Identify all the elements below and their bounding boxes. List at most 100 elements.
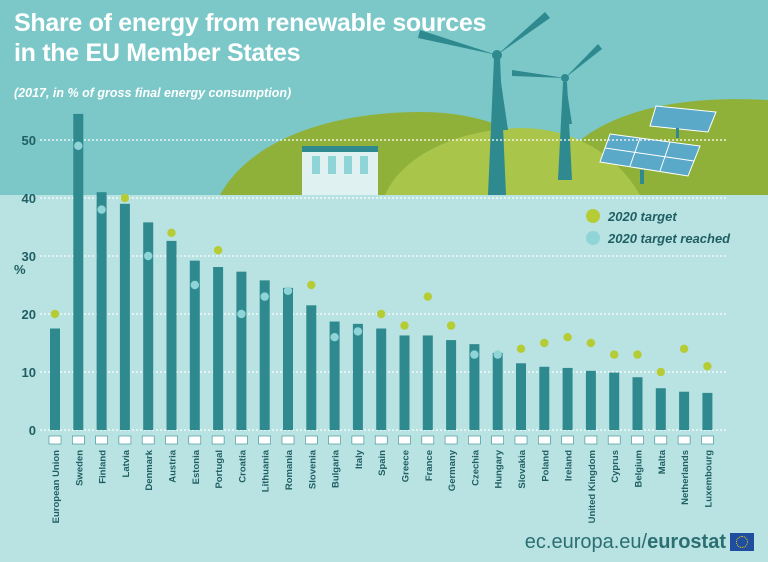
category-label: Denmark — [144, 449, 155, 490]
bar — [352, 323, 363, 430]
category-label: Lithuania — [261, 449, 272, 492]
target-reached-dot — [237, 309, 246, 319]
target-dot — [400, 321, 409, 330]
bar — [96, 192, 107, 430]
target-reached-dot — [470, 350, 479, 359]
flag-icon — [351, 435, 365, 445]
solar-panels-illustration — [599, 105, 717, 184]
target-reached-dot — [283, 286, 293, 295]
hydro-dam-illustration — [302, 146, 378, 195]
bar — [562, 367, 573, 430]
target-reached-dot — [353, 327, 363, 336]
flag-icon — [398, 435, 411, 445]
bar — [283, 287, 293, 430]
category-label: Bulgaria — [331, 449, 342, 488]
chart-subtitle: (2017, in % of gross final energy consum… — [14, 86, 292, 100]
category-label: Sweden — [74, 450, 85, 486]
category-label: United Kingdom — [587, 450, 598, 523]
flag-icon — [701, 435, 714, 445]
bar — [422, 335, 433, 430]
target-reached-dot — [190, 280, 199, 290]
bar — [73, 113, 84, 431]
bar — [306, 305, 317, 430]
legend-label: 2020 target reached — [607, 231, 731, 246]
legend: 2020 target 2020 target reached — [586, 209, 731, 246]
category-label: Austria — [168, 449, 179, 482]
flag-icon — [514, 435, 528, 445]
category-label: Portugal — [214, 450, 225, 489]
y-tick-label: 40 — [22, 191, 36, 206]
category-label: Czechia — [470, 449, 481, 486]
bar — [655, 388, 666, 430]
y-tick-label: 0 — [29, 423, 36, 438]
flag-icon — [165, 435, 178, 445]
bar — [516, 363, 526, 430]
bar — [329, 321, 340, 430]
flag-icon — [141, 435, 155, 445]
country-flags — [48, 435, 714, 445]
flag-icon — [537, 435, 551, 445]
x-axis-labels: European Union Sweden Finland Latvia Denmark… — [51, 449, 714, 523]
legend-target-swatch — [586, 209, 600, 223]
eu-flag-icon — [730, 533, 754, 551]
title-line-2: in the EU Member States — [14, 39, 301, 67]
target-dot — [213, 246, 223, 255]
target-dot — [563, 333, 572, 342]
bar — [189, 260, 200, 430]
category-label: Estonia — [191, 449, 202, 484]
target-reached-dot — [260, 292, 269, 301]
category-label: Luxembourg — [703, 450, 714, 508]
bar — [609, 372, 620, 430]
category-label: Slovenia — [307, 449, 318, 489]
target-dot — [633, 350, 642, 359]
flag-icon — [235, 435, 248, 445]
y-tick-label: 20 — [22, 307, 36, 322]
category-label: Ireland — [564, 450, 575, 481]
flag-icon — [374, 435, 388, 445]
flag-icon — [258, 435, 272, 445]
category-label: France — [424, 450, 435, 481]
title-line-1: Share of energy from renewable sources — [14, 9, 487, 37]
target-reached-dot — [144, 251, 153, 261]
legend-label: 2020 target — [607, 209, 677, 224]
target-dot — [167, 228, 176, 237]
category-label: Romania — [284, 449, 295, 490]
bar — [50, 328, 60, 430]
target-dot — [679, 344, 689, 353]
bar — [119, 203, 130, 430]
bar — [236, 271, 247, 430]
target-dot — [377, 309, 386, 319]
footer-brand: eurostat — [647, 531, 726, 553]
footer-site: ec.europa.eu/ — [524, 531, 648, 553]
target-reached-dot — [74, 141, 83, 150]
chart-title: Share of energy from renewable sources i… — [14, 8, 486, 68]
source-footer: ec.europa.eu/eurostat — [525, 531, 754, 554]
flag-icon — [188, 435, 202, 445]
target-dot — [586, 338, 596, 348]
bar — [492, 352, 503, 430]
category-label: Germany — [447, 449, 458, 491]
target-dot — [656, 367, 665, 377]
category-label: European Union — [51, 450, 62, 524]
flag-icon — [468, 435, 481, 445]
flag-icon — [631, 435, 644, 445]
target-markers — [50, 141, 712, 377]
flag-icon — [561, 435, 574, 445]
target-dot — [423, 292, 432, 301]
category-label: Finland — [98, 450, 109, 484]
target-reached-dot — [330, 333, 339, 342]
flag-icon — [328, 435, 341, 445]
target-dot — [703, 362, 712, 371]
bar — [679, 391, 690, 430]
category-label: Netherlands — [680, 450, 691, 505]
target-dot — [516, 344, 526, 353]
green-hill-front — [385, 128, 640, 195]
flag-icon — [72, 435, 85, 445]
flag-icon — [95, 435, 108, 445]
category-label: Malta — [657, 449, 668, 474]
flag-icon — [281, 435, 295, 445]
target-reached-dot — [97, 205, 106, 214]
flag-icon — [491, 435, 505, 445]
wind-turbine-large — [418, 12, 550, 195]
